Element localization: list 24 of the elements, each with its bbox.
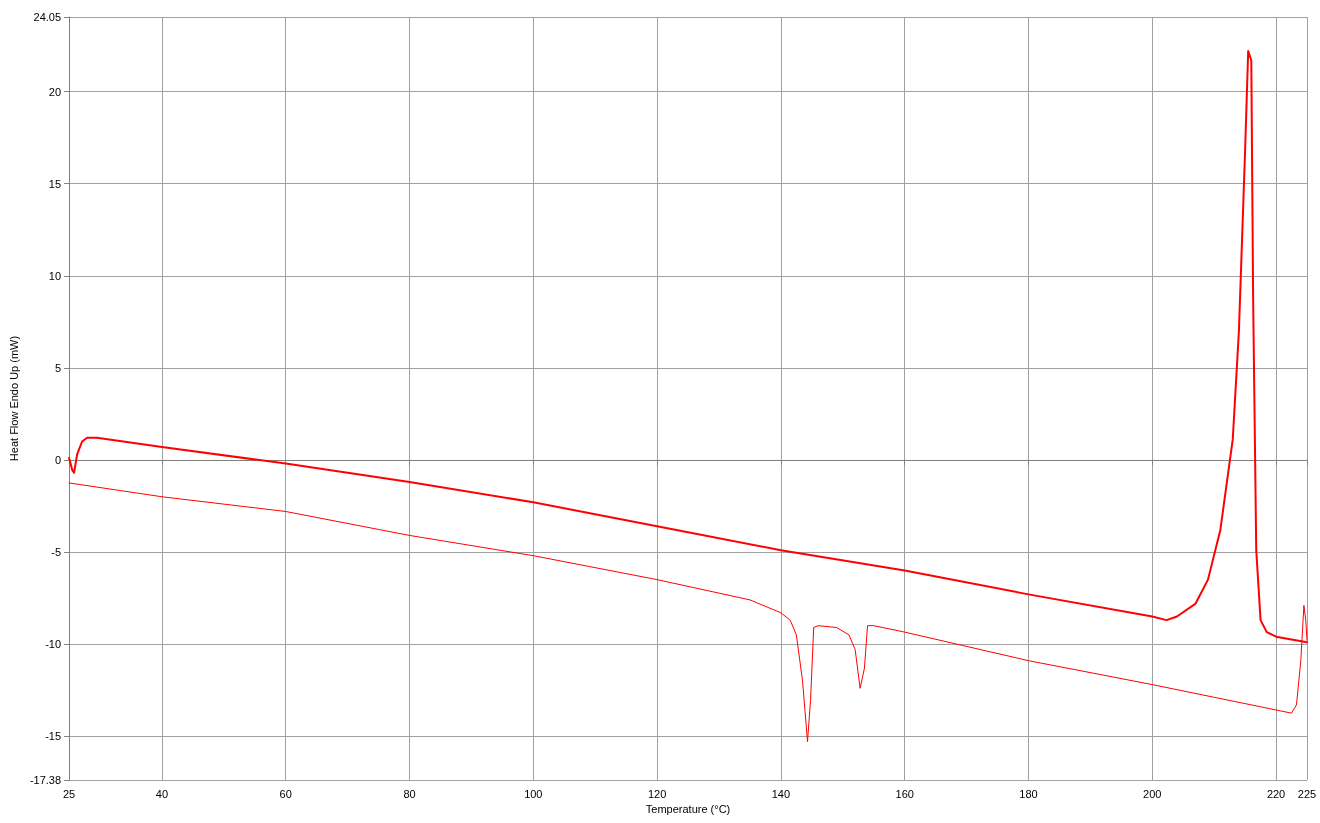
x-tick-label: 225	[1297, 787, 1317, 800]
x-tick-label: 120	[647, 787, 667, 800]
y-tick-label: -10	[45, 638, 62, 651]
x-tick-label: 100	[524, 787, 543, 800]
y-tick-label: 5	[54, 361, 62, 374]
y-tick-label: 0	[54, 453, 62, 466]
x-tick-label: 25	[62, 787, 76, 800]
y-axis-title: Heat Flow Endo Up (mW)	[7, 335, 20, 462]
y-tick-label: 20	[48, 85, 62, 98]
x-tick-label: 80	[403, 787, 416, 800]
y-tick-label: -15	[45, 730, 62, 743]
x-tick-label: 60	[279, 787, 292, 800]
x-tick-label: 160	[895, 787, 914, 800]
x-axis-title: Temperature (°C)	[645, 803, 731, 816]
x-tick-label: 40	[155, 787, 169, 800]
x-tick-label: 140	[771, 787, 791, 800]
y-tick-label: -5	[51, 546, 62, 558]
x-tick-label: 180	[1019, 787, 1038, 800]
x-tick-label: 220	[1266, 787, 1286, 800]
y-tick-label: 10	[48, 269, 62, 282]
y-tick-label: -17.38	[29, 774, 62, 786]
x-tick-label: 200	[1143, 787, 1162, 800]
y-tick-label: 24.05	[33, 11, 62, 23]
y-tick-label: 15	[48, 177, 62, 190]
